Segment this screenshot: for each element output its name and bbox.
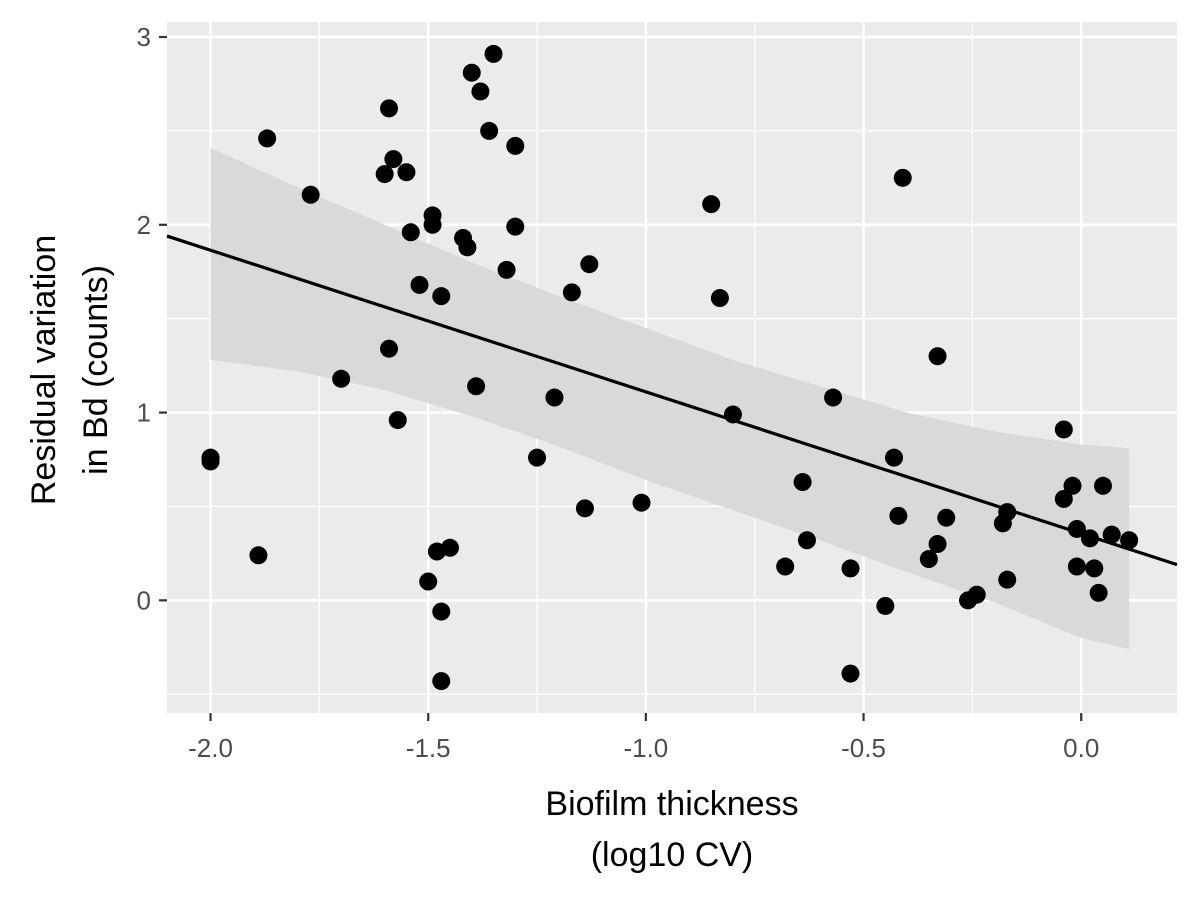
data-point — [301, 185, 320, 204]
data-point — [1054, 489, 1073, 508]
data-point — [332, 369, 351, 388]
data-point — [1080, 529, 1099, 548]
x-axis-title-line-2: (log10 CV) — [591, 836, 754, 874]
data-point — [632, 493, 651, 512]
data-point — [397, 163, 416, 182]
data-point — [1089, 583, 1108, 602]
data-point — [919, 550, 938, 569]
data-point — [462, 63, 481, 82]
data-point — [432, 287, 451, 306]
data-point — [876, 596, 895, 615]
data-point — [998, 570, 1017, 589]
y-axis-title-line-1: Residual variation — [25, 235, 63, 505]
data-point — [480, 121, 499, 140]
data-point — [384, 150, 403, 169]
x-tick-label: -1.5 — [406, 733, 451, 763]
data-point — [937, 508, 956, 527]
data-point — [1085, 559, 1104, 578]
data-point — [410, 275, 429, 294]
data-point — [998, 503, 1017, 522]
data-point — [467, 377, 486, 396]
data-point — [928, 535, 947, 554]
y-tick-label: 3 — [137, 22, 151, 52]
x-tick-label: 0.0 — [1063, 733, 1099, 763]
data-point — [249, 546, 268, 565]
data-point — [258, 129, 277, 148]
data-point — [1063, 476, 1082, 495]
data-point — [893, 168, 912, 187]
y-tick-label: 0 — [137, 585, 151, 615]
data-point — [506, 217, 525, 236]
data-point — [1067, 557, 1086, 576]
data-point — [928, 347, 947, 366]
x-tick-label: -2.0 — [188, 733, 233, 763]
data-point — [380, 99, 399, 118]
data-point — [497, 260, 516, 279]
data-point — [388, 411, 407, 430]
y-tick-label: 2 — [137, 210, 151, 240]
data-point — [1093, 476, 1112, 495]
data-point — [380, 339, 399, 358]
data-point — [889, 506, 908, 525]
data-point — [575, 499, 594, 518]
data-point — [375, 165, 394, 184]
data-point — [841, 559, 860, 578]
data-point — [841, 664, 860, 683]
y-axis-title-line-2: in Bd (counts) — [77, 265, 115, 475]
data-point — [401, 223, 420, 242]
data-point — [1067, 519, 1086, 538]
data-point — [423, 215, 442, 234]
data-point — [528, 448, 547, 467]
data-point — [471, 82, 490, 101]
data-point — [432, 602, 451, 621]
data-point — [710, 289, 729, 308]
y-axis: 0 1 2 3 — [137, 22, 167, 615]
data-point — [580, 255, 599, 274]
data-point — [967, 585, 986, 604]
data-point — [797, 531, 816, 550]
data-point — [484, 44, 503, 63]
x-axis: -2.0 -1.5 -1.0 -0.5 0.0 — [188, 713, 1099, 763]
x-tick-label: -1.0 — [623, 733, 668, 763]
data-points — [201, 44, 1139, 691]
data-point — [545, 388, 564, 407]
x-tick-label: -0.5 — [841, 733, 886, 763]
data-point — [506, 136, 525, 155]
data-point — [776, 557, 795, 576]
data-point — [458, 238, 477, 257]
data-point — [885, 448, 904, 467]
data-point — [562, 283, 581, 302]
data-point — [419, 572, 438, 591]
data-point — [440, 538, 459, 557]
data-point — [1054, 420, 1073, 439]
data-point — [702, 195, 721, 214]
data-point — [432, 672, 451, 691]
y-tick-label: 1 — [137, 398, 151, 428]
x-axis-title-line-1: Biofilm thickness — [545, 785, 798, 823]
data-point — [824, 388, 843, 407]
data-point — [1102, 525, 1121, 544]
data-point — [793, 473, 812, 492]
data-point — [201, 448, 220, 467]
data-point — [723, 405, 742, 424]
data-point — [1120, 531, 1139, 550]
